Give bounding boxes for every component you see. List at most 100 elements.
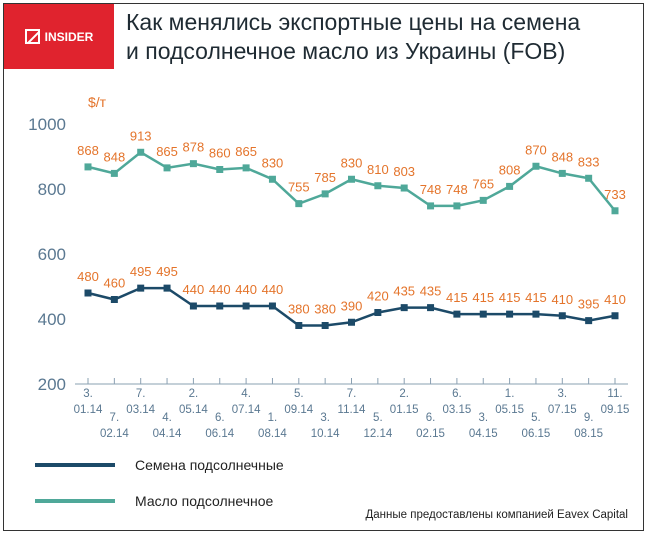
x-tick-day: 6. (426, 412, 436, 424)
y-tick-label: 400 (38, 310, 66, 329)
data-label-oil: 848 (551, 149, 573, 164)
point-seeds (400, 304, 408, 312)
point-oil (163, 164, 171, 172)
point-oil (585, 174, 593, 182)
point-oil (479, 196, 487, 204)
data-label-seeds: 415 (499, 290, 521, 305)
legend-item-seeds: Семена подсолнечные (35, 455, 284, 475)
point-seeds (479, 310, 487, 318)
data-label-oil: 810 (367, 162, 389, 177)
x-tick-month: 01.15 (390, 404, 419, 416)
data-label-oil: 748 (420, 182, 442, 197)
point-oil (268, 175, 276, 183)
data-label-seeds: 390 (341, 298, 363, 313)
x-tick-day: 7. (110, 412, 120, 424)
x-tick-day: 2. (399, 388, 409, 400)
point-seeds (532, 310, 540, 318)
data-label-seeds: 410 (604, 292, 626, 307)
point-seeds (110, 296, 118, 303)
y-tick-label: 800 (38, 180, 66, 199)
data-label-seeds: 440 (235, 282, 257, 297)
x-tick-month: 08.15 (574, 428, 603, 440)
x-tick-month: 04.14 (153, 428, 182, 440)
point-oil (84, 163, 92, 171)
data-label-oil: 765 (472, 176, 494, 191)
x-tick-month: 09.15 (601, 404, 630, 416)
data-label-seeds: 415 (472, 290, 494, 305)
point-oil (321, 190, 329, 198)
chart-title: Как менялись экспортные цены на семена и… (126, 8, 580, 66)
x-tick-month: 03.15 (443, 404, 472, 416)
data-label-seeds: 415 (446, 290, 468, 305)
data-label-seeds: 410 (551, 292, 573, 307)
point-oil (506, 182, 514, 190)
point-oil (427, 202, 435, 210)
x-tick-month: 07.15 (548, 404, 577, 416)
data-label-seeds: 380 (314, 302, 336, 317)
data-label-seeds: 440 (262, 282, 284, 297)
point-oil (216, 166, 224, 173)
data-label-seeds: 380 (288, 302, 310, 317)
x-tick-day: 6. (452, 388, 462, 400)
logo-icon (24, 29, 40, 44)
legend-swatch-seeds (35, 463, 115, 467)
legend-item-oil: Масло подсолнечное (35, 491, 284, 511)
x-tick-day: 4. (241, 388, 251, 400)
point-seeds (321, 322, 329, 329)
x-tick-day: 7. (347, 388, 357, 400)
x-tick-day: 3. (83, 388, 93, 400)
point-oil (374, 182, 382, 190)
data-label-seeds: 495 (156, 264, 178, 279)
x-tick-day: 3. (320, 412, 330, 424)
y-axis-unit: $/т (88, 94, 107, 110)
frame-border (3, 3, 644, 531)
x-tick-month: 05.15 (495, 404, 524, 416)
point-oil (189, 160, 197, 168)
data-label-oil: 848 (103, 149, 125, 164)
logo-text: INSIDER (44, 29, 94, 44)
data-label-oil: 865 (235, 144, 257, 159)
legend: Семена подсолнечные Масло подсолнечное (35, 455, 284, 527)
data-label-seeds: 480 (77, 269, 99, 284)
data-label-oil: 870 (525, 142, 547, 157)
data-label-oil: 860 (209, 146, 231, 161)
point-oil (400, 184, 408, 192)
data-label-seeds: 415 (525, 290, 547, 305)
x-tick-day: 1. (268, 412, 278, 424)
x-tick-day: 5. (531, 412, 541, 424)
x-tick-month: 09.14 (284, 404, 313, 416)
x-tick-month: 02.15 (416, 428, 445, 440)
x-tick-day: 3. (478, 412, 488, 424)
x-tick-day: 6. (215, 412, 225, 424)
x-tick-day: 5. (373, 412, 383, 424)
data-label-oil: 878 (183, 140, 205, 155)
y-tick-label: 600 (38, 245, 66, 264)
point-seeds (216, 302, 224, 310)
legend-label-seeds: Семена подсолнечные (135, 457, 284, 473)
data-label-seeds: 395 (578, 297, 600, 312)
y-tick-label: 1000 (28, 115, 66, 134)
point-oil (110, 169, 118, 177)
point-oil (348, 175, 355, 183)
point-oil (242, 164, 250, 172)
point-seeds (611, 312, 619, 320)
x-tick-day: 5. (294, 388, 304, 400)
source-note: Данные предоставлены компанией Eavex Cap… (365, 509, 629, 521)
point-seeds (585, 317, 593, 325)
point-seeds (189, 302, 197, 310)
point-seeds (427, 304, 435, 312)
point-oil (558, 169, 566, 177)
data-label-oil: 865 (156, 144, 178, 159)
x-tick-month: 10.14 (311, 428, 340, 440)
data-label-seeds: 435 (393, 284, 415, 299)
legend-label-oil: Масло подсолнечное (135, 493, 274, 509)
point-seeds (295, 322, 303, 329)
x-tick-month: 04.15 (469, 428, 498, 440)
data-label-seeds: 435 (420, 284, 442, 299)
point-seeds (374, 309, 382, 316)
x-tick-day: 3. (558, 388, 568, 400)
data-label-oil: 913 (130, 128, 152, 143)
x-tick-day: 9. (584, 412, 594, 424)
point-oil (137, 148, 145, 156)
